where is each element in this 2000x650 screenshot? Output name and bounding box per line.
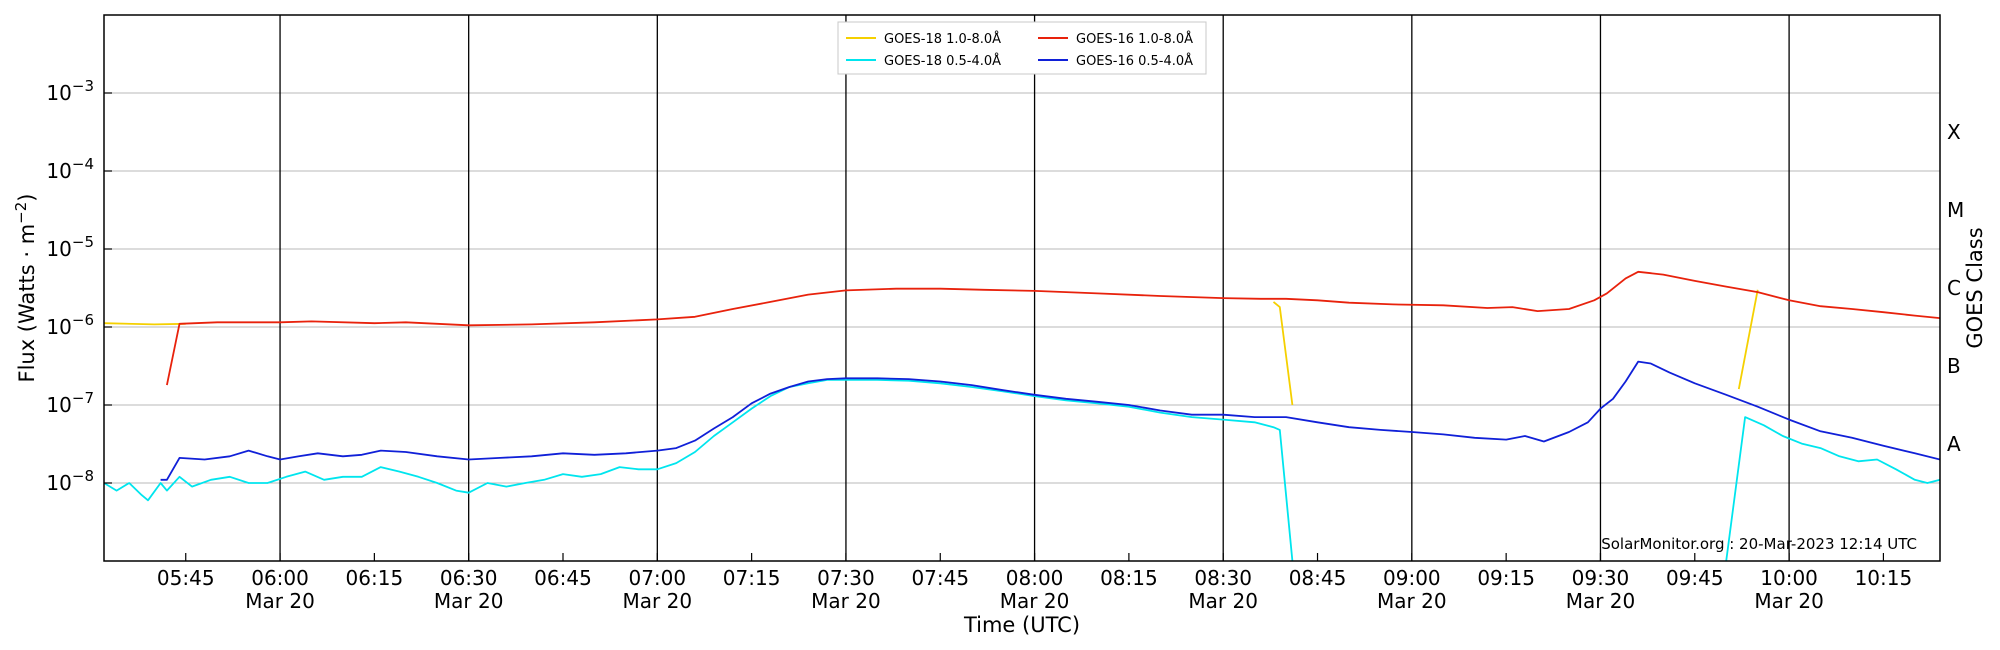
y-tick-label: 10−5: [46, 233, 94, 261]
x-tick-label: 09:15: [1477, 566, 1535, 590]
x-tick-label: 08:30: [1194, 566, 1252, 590]
x-tick-date-label: Mar 20: [811, 589, 881, 613]
x-axis-title: Time (UTC): [963, 613, 1080, 637]
x-tick-date-label: Mar 20: [434, 589, 504, 613]
x-tick-label: 07:30: [817, 566, 875, 590]
x-tick-label: 09:00: [1383, 566, 1441, 590]
x-tick-label: 08:45: [1289, 566, 1347, 590]
goes-class-label: C: [1947, 276, 1961, 300]
y-axis-title: Flux (Watts · m−2): [12, 193, 39, 382]
x-tick-label: 06:45: [534, 566, 592, 590]
y-tick-label: 10−4: [46, 155, 94, 183]
y-tick-base: 10: [46, 393, 71, 417]
x-tick-label: 07:00: [628, 566, 686, 590]
y-tick-exponent: −7: [72, 389, 94, 407]
x-tick-label: 10:15: [1855, 566, 1913, 590]
x-tick-date-label: Mar 20: [1000, 589, 1070, 613]
series-line-2: [1725, 416, 1940, 561]
x-tick-label: 09:30: [1572, 566, 1630, 590]
goes-class-label: B: [1947, 354, 1961, 378]
y-axis-title-close: ): [15, 193, 39, 201]
y-tick-exponent: −4: [72, 155, 94, 173]
y-tick-base: 10: [46, 81, 71, 105]
y-axis-title-exponent: −2: [12, 202, 30, 224]
y-tick-exponent: −3: [72, 77, 94, 95]
x-tick-date-label: Mar 20: [1377, 589, 1447, 613]
legend-entry: GOES-18 0.5-4.0Å: [884, 53, 1001, 69]
series-layer: [104, 270, 1940, 561]
x-tick-label: 06:30: [440, 566, 498, 590]
series-line-1: [104, 322, 186, 326]
y-tick-exponent: −8: [72, 467, 94, 485]
x-tick-date-label: Mar 20: [1754, 589, 1824, 613]
credit-text: SolarMonitor.org : 20-Mar-2023 12:14 UTC: [1601, 535, 1917, 553]
plot-frame: [103, 14, 1941, 562]
x-tick-date-label: Mar 20: [623, 589, 693, 613]
y-tick-base: 10: [46, 315, 71, 339]
y-tick-base: 10: [46, 237, 71, 261]
legend-entry: GOES-16 1.0-8.0Å: [1076, 31, 1193, 47]
goes-class-label: M: [1947, 198, 1964, 222]
y-tick-base: 10: [46, 159, 71, 183]
x-tick-date-label: Mar 20: [1188, 589, 1258, 613]
y-tick-base: 10: [46, 471, 71, 495]
x-tick-label: 06:00: [251, 566, 309, 590]
grid-layer: [104, 15, 1940, 561]
series-group: [104, 270, 1940, 561]
x-tick-label: 08:00: [1006, 566, 1064, 590]
legend-entry: GOES-16 0.5-4.0Å: [1076, 53, 1193, 69]
y-tick-exponent: −5: [72, 233, 94, 251]
y-tick-exponent: −6: [72, 311, 94, 329]
legend: GOES-18 1.0-8.0Å GOES-18 0.5-4.0Å GOES-16 …: [837, 21, 1207, 75]
x-tick-label: 05:45: [157, 566, 215, 590]
goes-class-label: X: [1947, 120, 1961, 144]
x-tick-label: 06:15: [346, 566, 404, 590]
y-tick-label: 10−6: [46, 311, 94, 339]
x-tick-label: 09:45: [1666, 566, 1724, 590]
y-axis-title-main: Flux (Watts · m: [15, 224, 39, 383]
series-line-1: [1737, 289, 1759, 390]
series-line-4: [160, 360, 1940, 481]
x-tick-label: 07:45: [911, 566, 969, 590]
x-tick-label: 08:15: [1100, 566, 1158, 590]
series-line-1: [1272, 301, 1294, 406]
x-tick-label: 10:00: [1760, 566, 1818, 590]
series-line-2: [104, 378, 1294, 561]
goes-class-label: A: [1947, 432, 1961, 456]
series-line-3: [166, 270, 1940, 386]
x-tick-date-label: Mar 20: [245, 589, 315, 613]
y-tick-label: 10−8: [46, 467, 94, 495]
y-tick-label: 10−7: [46, 389, 94, 417]
y-tick-label: 10−3: [46, 77, 94, 105]
right-axis-title: GOES Class: [1963, 227, 1987, 348]
legend-entry: GOES-18 1.0-8.0Å: [884, 31, 1001, 47]
x-tick-label: 07:15: [723, 566, 781, 590]
legend-frame: [837, 21, 1207, 75]
x-tick-date-label: Mar 20: [1566, 589, 1636, 613]
